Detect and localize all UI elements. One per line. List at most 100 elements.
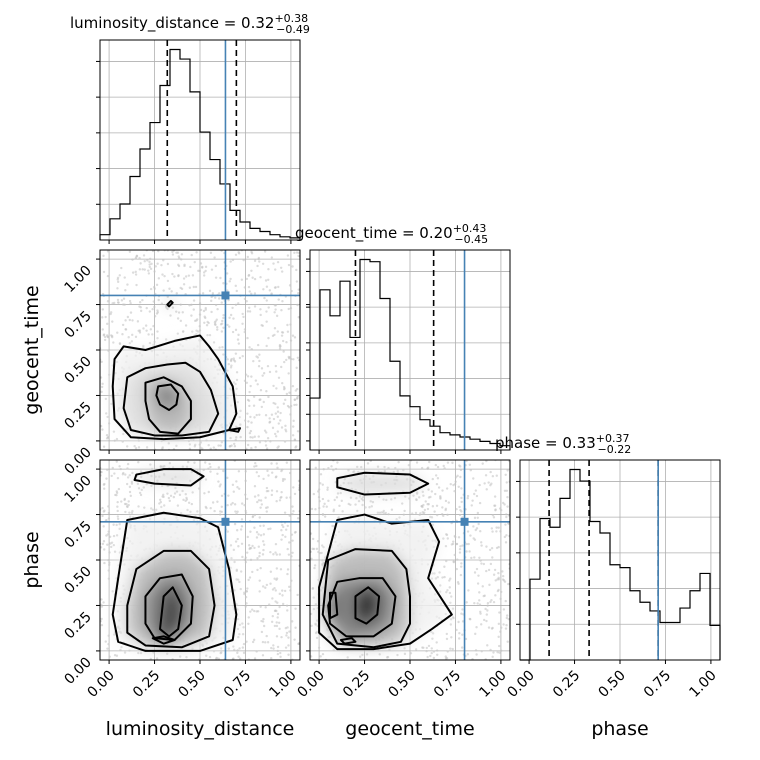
sample-point	[281, 533, 284, 537]
sample-point	[486, 644, 489, 647]
sample-point	[186, 460, 190, 464]
sample-point	[465, 542, 468, 546]
sample-point	[128, 474, 131, 477]
sample-point	[112, 430, 116, 433]
sample-point	[267, 395, 270, 399]
sample-point	[229, 436, 232, 440]
sample-point	[113, 550, 117, 553]
sample-point	[275, 462, 278, 465]
sample-point	[450, 543, 454, 546]
sample-point	[501, 574, 505, 578]
sample-point	[323, 515, 327, 518]
sample-point	[212, 650, 216, 653]
sample-point	[235, 529, 239, 532]
sample-point	[243, 503, 246, 507]
sample-point	[311, 587, 315, 590]
sample-point	[238, 647, 241, 650]
sample-point	[449, 647, 452, 650]
sample-point	[485, 488, 488, 491]
sample-point	[157, 277, 161, 280]
histogram-phase	[520, 468, 721, 661]
sample-point	[255, 413, 258, 417]
sample-point	[247, 622, 250, 625]
contour-line	[339, 637, 357, 645]
sample-point	[122, 471, 125, 475]
sample-point	[499, 530, 502, 533]
sample-point	[326, 488, 329, 491]
sample-point	[288, 284, 292, 287]
sample-point	[282, 350, 285, 353]
sample-point	[253, 416, 256, 419]
sample-point	[490, 527, 494, 530]
sample-point	[266, 506, 269, 509]
sample-point	[258, 359, 261, 363]
sample-point	[293, 638, 296, 641]
sample-point	[260, 405, 264, 409]
sample-point	[364, 506, 367, 509]
sample-point	[467, 589, 470, 592]
sample-point	[498, 651, 501, 654]
sample-point	[244, 479, 247, 483]
sample-point	[403, 647, 406, 650]
sample-point	[266, 364, 270, 368]
sample-point	[156, 330, 159, 333]
sample-point	[182, 498, 185, 502]
sample-point	[106, 468, 109, 472]
sample-point	[129, 494, 133, 498]
sample-point	[272, 417, 276, 421]
sample-point	[100, 424, 103, 428]
sample-point	[430, 490, 434, 493]
sample-point	[156, 336, 159, 340]
sample-point	[152, 343, 155, 346]
contour-line	[155, 383, 180, 411]
sample-point	[472, 537, 475, 540]
histogram-geocent_time	[309, 258, 511, 450]
sample-point	[480, 541, 483, 544]
sample-point	[236, 486, 239, 489]
sample-point	[292, 425, 295, 428]
sample-point	[250, 421, 253, 424]
sample-point	[482, 594, 485, 598]
sample-point	[231, 657, 235, 660]
sample-point	[246, 412, 249, 415]
sample-point	[256, 557, 259, 560]
sample-point	[326, 486, 329, 489]
sample-point	[240, 518, 244, 521]
sample-point	[130, 511, 134, 515]
sample-point	[214, 296, 217, 299]
sample-point	[466, 497, 469, 500]
sample-point	[497, 622, 501, 626]
sample-point	[295, 268, 298, 272]
sample-point	[333, 498, 336, 502]
sample-point	[204, 265, 208, 269]
x-tick-label: 0.25	[130, 668, 163, 701]
sample-point	[452, 560, 456, 564]
sample-point	[209, 470, 212, 473]
histogram-panel-luminosity_distance	[96, 39, 301, 241]
sample-point	[290, 289, 293, 293]
sample-point	[117, 301, 120, 304]
sample-point	[376, 465, 380, 468]
sample-point	[274, 364, 278, 368]
sample-point	[276, 616, 279, 619]
sample-point	[246, 398, 250, 402]
sample-point	[288, 514, 291, 517]
sample-point	[447, 501, 450, 504]
sample-point	[319, 655, 322, 658]
sample-point	[229, 260, 232, 263]
sample-point	[492, 600, 496, 604]
sample-point	[202, 309, 206, 313]
sample-point	[473, 571, 477, 574]
sample-point	[279, 419, 282, 422]
sample-point	[285, 496, 288, 499]
sample-point	[253, 465, 256, 468]
sample-point	[294, 446, 297, 449]
sample-point	[278, 592, 281, 596]
sample-point	[276, 612, 280, 616]
sample-point	[233, 445, 237, 448]
sample-point	[330, 465, 333, 468]
sample-point	[154, 265, 157, 268]
sample-point	[246, 336, 249, 340]
sample-point	[292, 486, 295, 489]
x-tick-label: 1.00	[686, 668, 719, 701]
